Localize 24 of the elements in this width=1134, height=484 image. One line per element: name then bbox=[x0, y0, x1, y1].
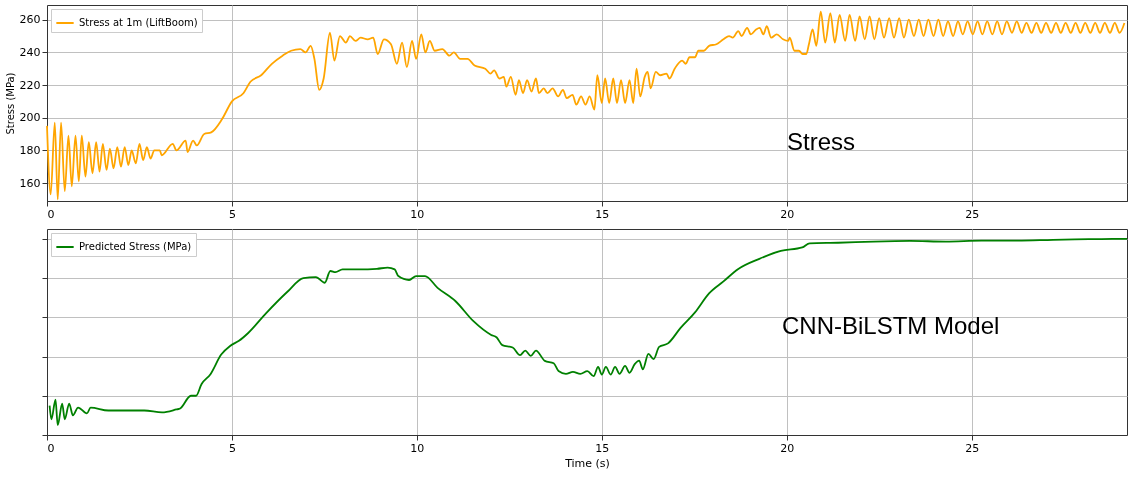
y-tick-label: 180 bbox=[19, 143, 41, 157]
x-tick-label: 20 bbox=[780, 441, 795, 455]
x-tick-label: 5 bbox=[228, 207, 236, 221]
y-tick-label: 200 bbox=[19, 111, 41, 125]
y-tick-label: 160 bbox=[19, 176, 41, 190]
x-axis-title: Time (s) bbox=[564, 456, 610, 470]
y-tick-label: 260 bbox=[19, 13, 41, 27]
legend-label: Stress at 1m (LiftBoom) bbox=[79, 17, 198, 28]
x-tick-label: 25 bbox=[965, 441, 980, 455]
y-axis-title: Stress (MPa) bbox=[4, 72, 16, 135]
y-tick-label: 240 bbox=[19, 45, 41, 59]
x-tick-label: 10 bbox=[410, 207, 425, 221]
x-tick-label: 5 bbox=[228, 441, 236, 455]
legend-label: Predicted Stress (MPa) bbox=[79, 241, 192, 252]
x-tick-label: 0 bbox=[47, 441, 55, 455]
y-tick-label: 220 bbox=[19, 78, 41, 92]
x-tick-label: 15 bbox=[595, 441, 610, 455]
x-tick-label: 15 bbox=[595, 207, 610, 221]
x-tick-label: 10 bbox=[410, 441, 425, 455]
x-tick-label: 20 bbox=[780, 207, 795, 221]
x-tick-label: 25 bbox=[965, 207, 980, 221]
annotation: CNN-BiLSTM Model bbox=[782, 312, 1000, 339]
x-tick-label: 0 bbox=[47, 207, 55, 221]
annotation: Stress bbox=[787, 128, 856, 155]
